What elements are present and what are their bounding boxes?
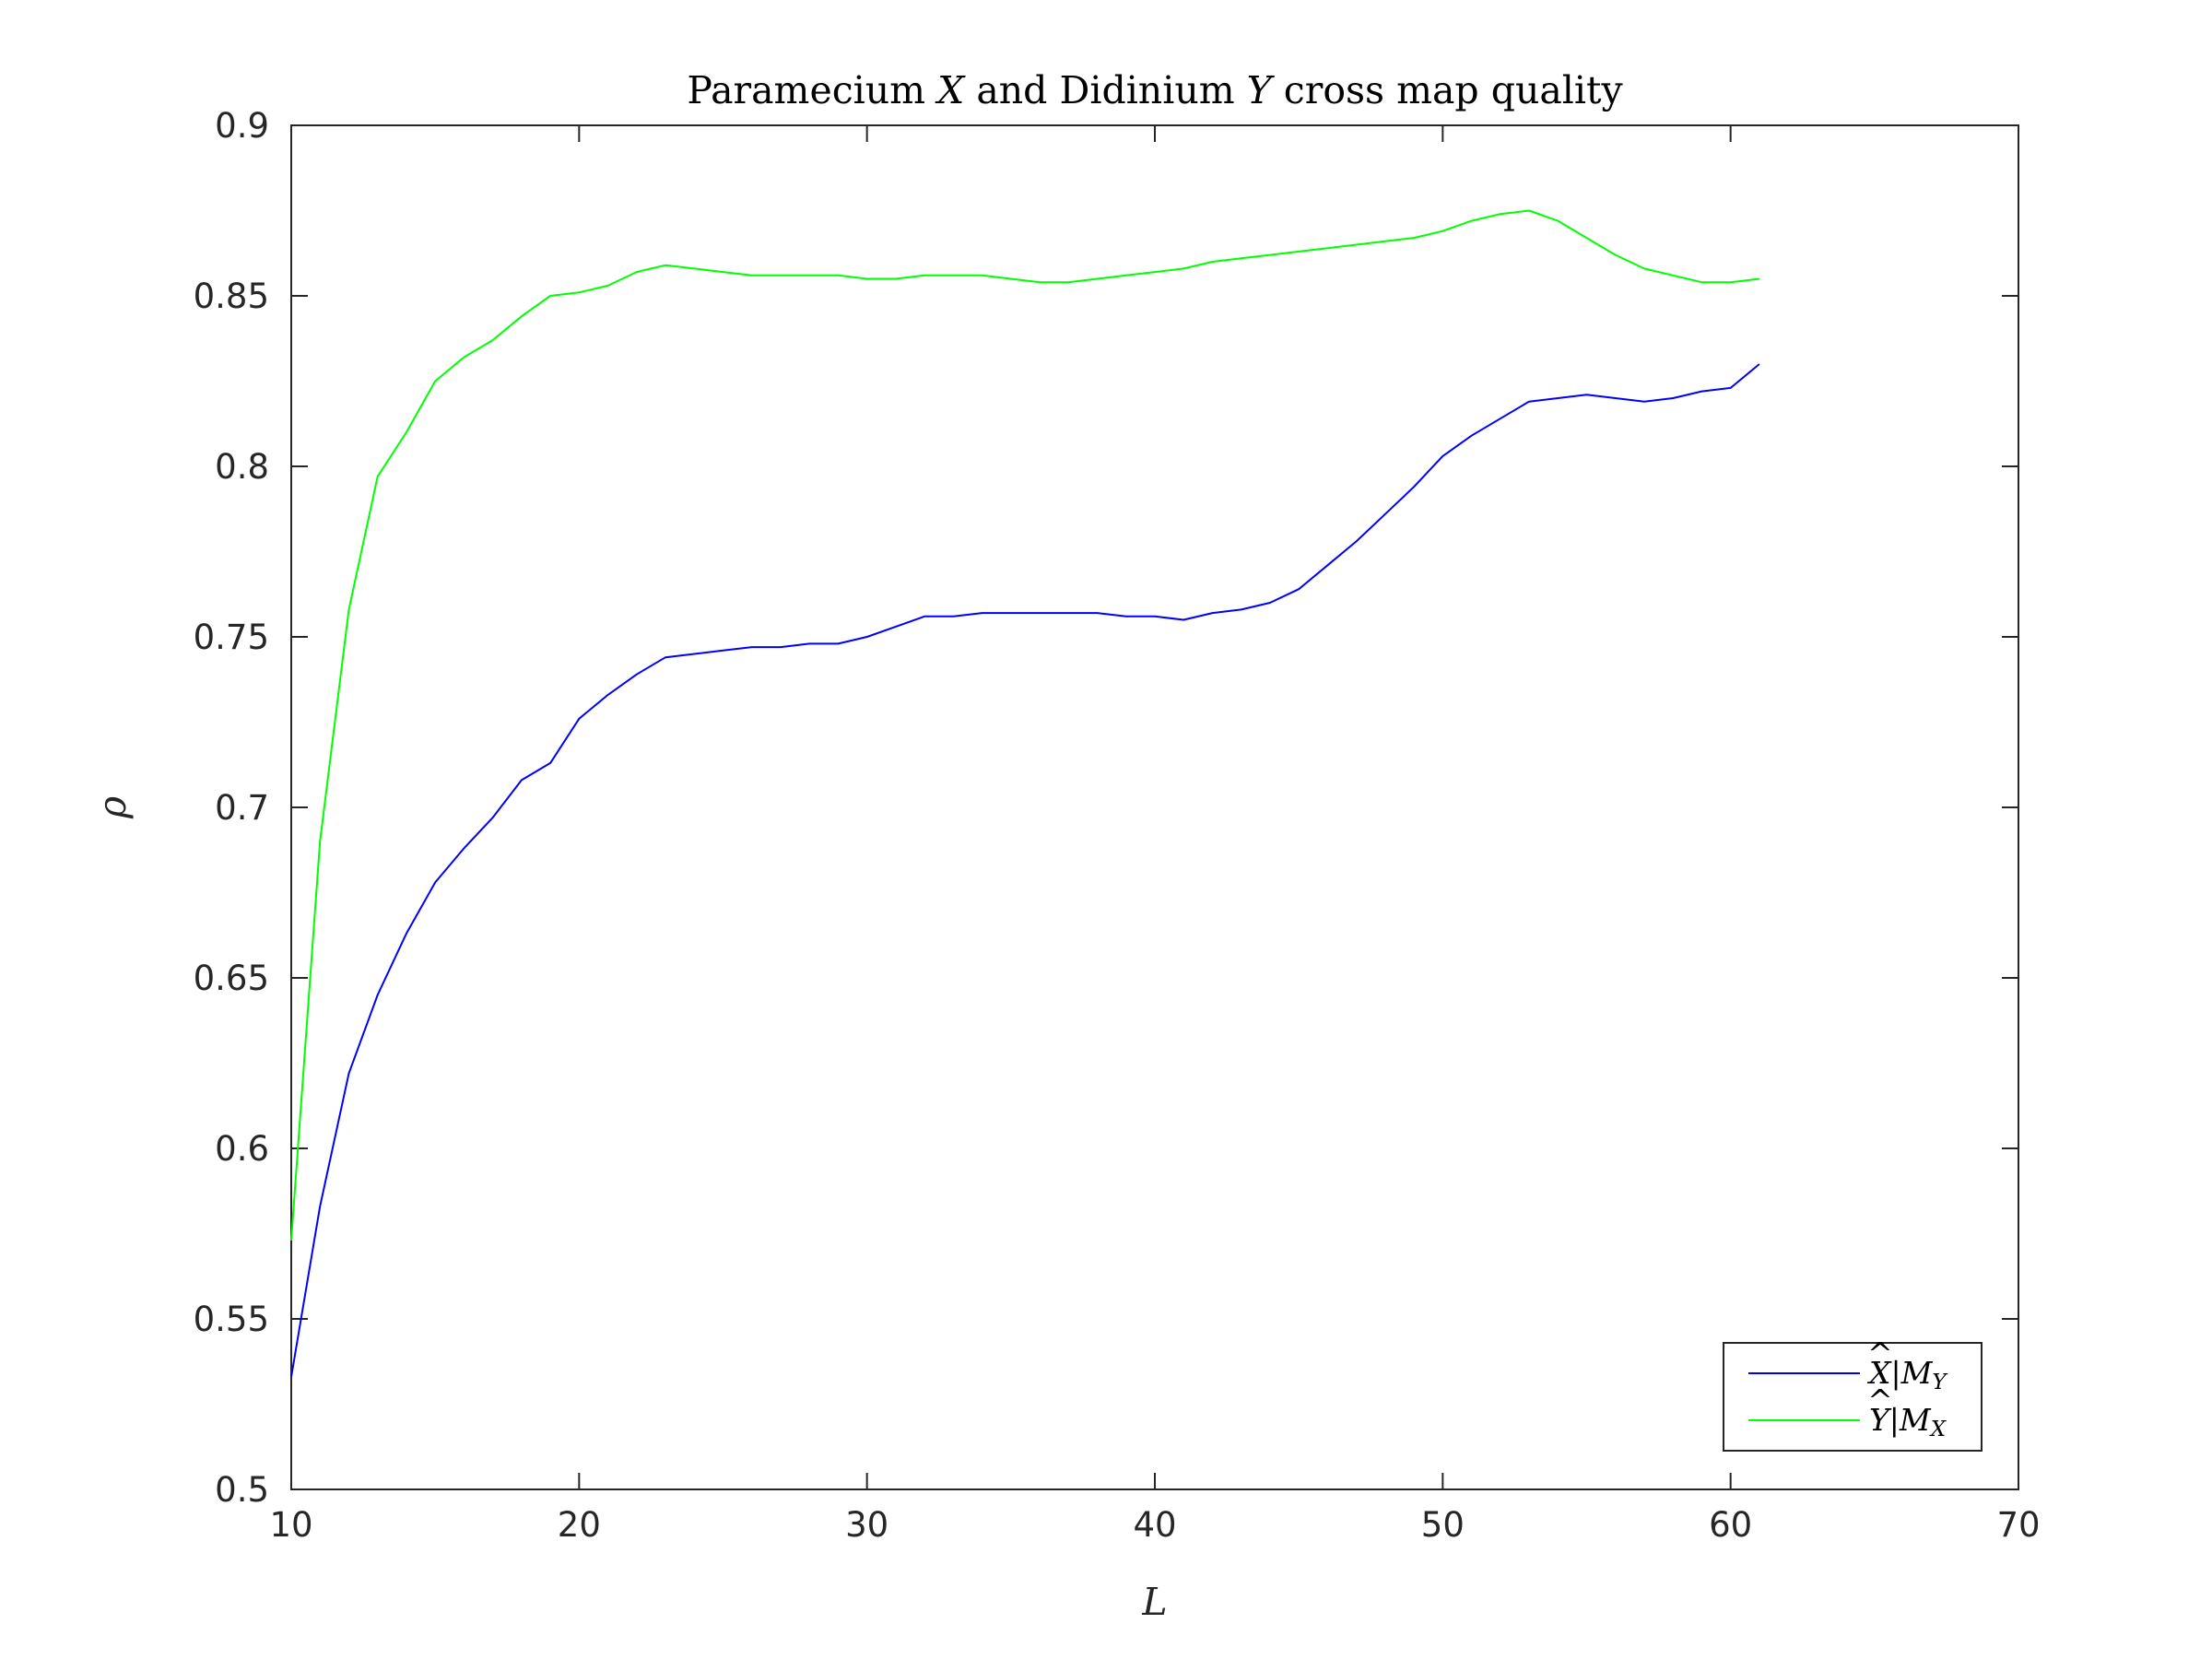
legend-0-bar: | — [1891, 1355, 1901, 1391]
legend-label-x-given-my: X|MY — [1866, 1355, 1948, 1394]
series-lines — [290, 209, 1760, 1378]
legend: X|MY Y|MX ^ ^ — [1723, 1335, 1983, 1452]
x-tick-label: 20 — [558, 1505, 601, 1545]
x-tick-label: 30 — [845, 1505, 888, 1545]
y-tick-label: 0.85 — [194, 276, 269, 316]
legend-1-base: Y — [1869, 1402, 1892, 1438]
chart-title-var-y: Y — [1247, 68, 1276, 112]
chart-title-suffix: cross map quality — [1272, 68, 1624, 112]
chart-title-prefix: Paramecium — [687, 68, 937, 112]
legend-0-sub: Y — [1932, 1371, 1948, 1394]
series-line-0 — [290, 363, 1760, 1378]
chart-title: Paramecium X and Didinium Y cross map qu… — [687, 68, 1623, 112]
y-tick-label: 0.65 — [194, 959, 269, 998]
x-tick-label: 40 — [1133, 1505, 1176, 1545]
legend-0-base: X — [1866, 1355, 1892, 1391]
legend-1-bar: | — [1889, 1402, 1900, 1438]
y-tick-label: 0.75 — [194, 618, 269, 657]
y-tick-label: 0.5 — [215, 1470, 269, 1510]
series-line-1 — [290, 209, 1760, 1241]
x-tick-labels: 10 20 30 40 50 60 70 — [269, 1505, 2040, 1545]
x-tick-label: 70 — [1996, 1505, 2040, 1545]
y-tick-label: 0.6 — [215, 1129, 269, 1169]
y-tick-label: 0.8 — [215, 447, 269, 487]
y-tick-labels: 0.5 0.55 0.6 0.65 0.7 0.75 0.8 0.85 0.9 — [194, 106, 269, 1510]
legend-box — [1723, 1342, 1983, 1452]
chart-title-var-x: X — [935, 68, 966, 112]
y-tick-label: 0.7 — [215, 788, 269, 828]
axis-ticks — [290, 124, 2019, 1490]
x-tick-label: 50 — [1421, 1505, 1465, 1545]
chart-title-middle: and Didinium — [964, 68, 1246, 112]
x-tick-label: 10 — [269, 1505, 312, 1545]
y-tick-label: 0.55 — [194, 1300, 269, 1339]
y-tick-label: 0.9 — [215, 106, 269, 146]
legend-1-sub: X — [1929, 1418, 1947, 1441]
x-tick-label: 60 — [1709, 1505, 1752, 1545]
legend-1-m: M — [1899, 1402, 1932, 1438]
plot-area-frame — [290, 124, 2019, 1490]
legend-label-y-given-mx: Y|MX — [1869, 1402, 1947, 1441]
legend-hat-glyph-1: ^ — [1867, 1382, 1893, 1418]
legend-hat-glyph-0: ^ — [1867, 1335, 1893, 1371]
legend-0-m: M — [1900, 1355, 1934, 1391]
y-axis-label: ρ — [90, 796, 135, 819]
x-axis-label: L — [1141, 1580, 1167, 1624]
